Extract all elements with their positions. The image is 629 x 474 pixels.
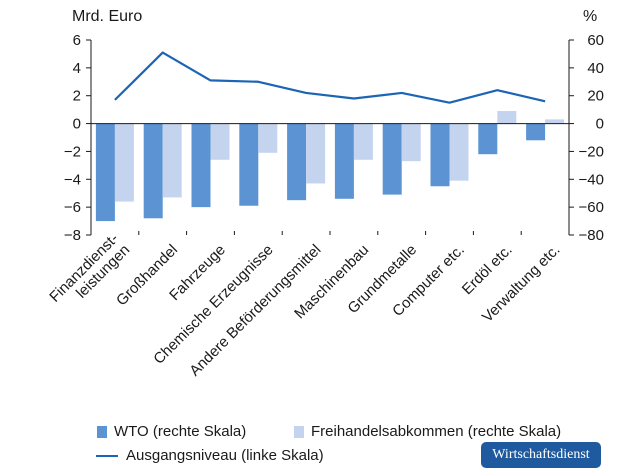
bar-freihandel <box>497 111 517 124</box>
legend-line: Ausgangsniveau (linke Skala) <box>96 447 324 464</box>
legend-fha-label: Freihandelsabkommen (rechte Skala) <box>311 423 562 440</box>
right-tick-label: −20 <box>579 143 604 160</box>
bar-wto <box>239 123 259 206</box>
bar-wto <box>287 123 307 201</box>
bar-wto <box>526 123 546 141</box>
bar-freihandel <box>449 123 469 181</box>
bar-wto <box>95 123 115 222</box>
bar-freihandel <box>353 123 373 160</box>
left-tick-label: 2 <box>73 88 81 105</box>
bar-wto <box>382 123 402 195</box>
bar-wto <box>191 123 211 208</box>
left-tick-label: 0 <box>73 116 81 133</box>
left-tick-label: −8 <box>64 227 81 244</box>
left-tick-label: −4 <box>64 171 81 188</box>
bar-wto <box>478 123 498 155</box>
bar-freihandel <box>114 123 134 202</box>
ausgangsniveau-line <box>114 51 546 104</box>
left-tick-label: 6 <box>73 32 81 49</box>
publisher-logo: Wirtschaftsdienst <box>481 442 601 468</box>
legend-wto-swatch <box>97 425 107 438</box>
right-tick-label: 60 <box>587 32 604 49</box>
right-tick-label: 40 <box>587 60 604 77</box>
bar-freihandel <box>545 119 565 124</box>
left-tick-label: −2 <box>64 143 81 160</box>
left-tick-label: 4 <box>73 60 81 77</box>
right-axis-unit: % <box>583 8 597 25</box>
bar-wto <box>430 123 450 187</box>
legend-fha: Freihandelsabkommen (rechte Skala) <box>294 423 561 440</box>
legend-line-label: Ausgangsniveau (linke Skala) <box>126 447 324 464</box>
bar-freihandel <box>401 123 421 162</box>
left-tick-label: −6 <box>64 199 81 216</box>
left-axis-unit: Mrd. Euro <box>72 8 142 25</box>
bar-freihandel <box>258 123 278 153</box>
bar-freihandel <box>210 123 230 160</box>
bar-wto <box>334 123 354 199</box>
legend-wto: WTO (rechte Skala) <box>97 423 246 440</box>
right-tick-label: 0 <box>596 116 604 133</box>
right-tick-label: −60 <box>579 199 604 216</box>
bar-wto <box>143 123 163 219</box>
right-tick-label: 20 <box>587 88 604 105</box>
chart: Mrd. Euro % 6420−2−4−6−86040200−20−40−60… <box>46 8 604 380</box>
legend-fha-swatch <box>294 425 304 438</box>
right-tick-label: −40 <box>579 171 604 188</box>
right-tick-label: −80 <box>579 227 604 244</box>
bar-freihandel <box>306 123 326 184</box>
bar-freihandel <box>162 123 182 198</box>
legend-line-swatch <box>96 454 118 457</box>
legend-wto-label: WTO (rechte Skala) <box>114 423 247 440</box>
